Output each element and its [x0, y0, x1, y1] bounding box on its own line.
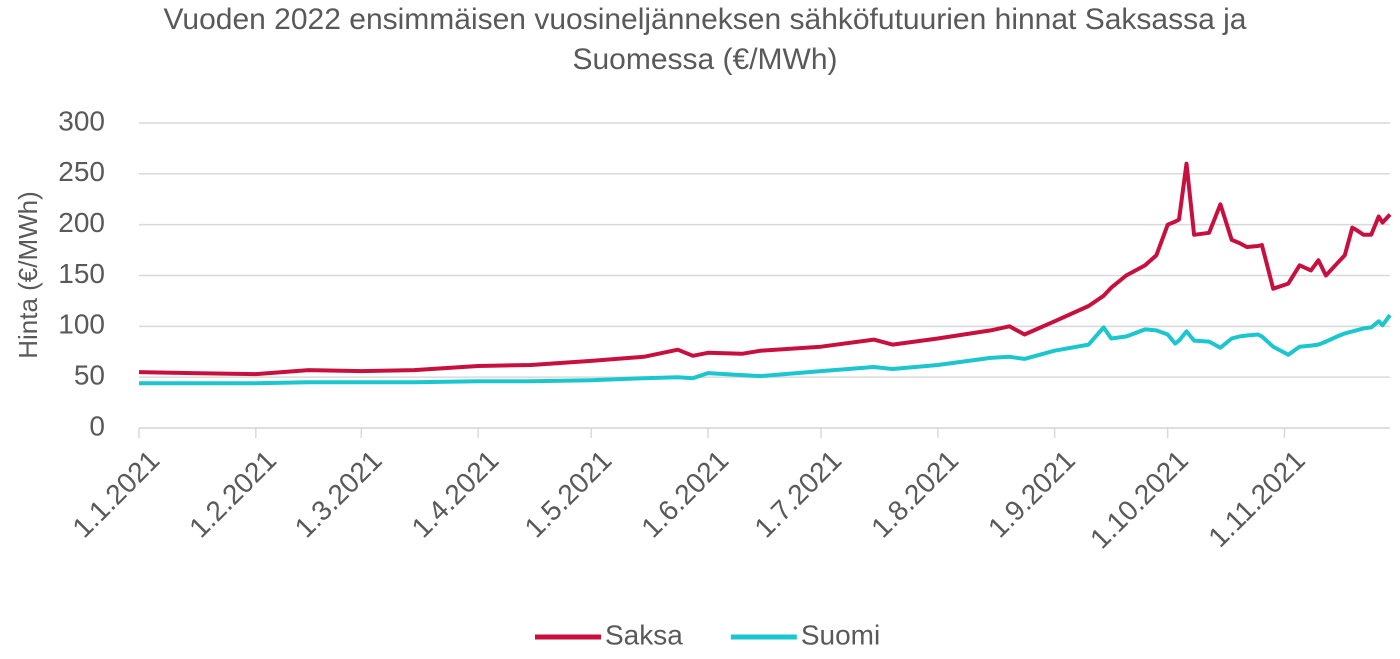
- y-tick-label: 150: [58, 258, 105, 289]
- y-tick-label: 100: [58, 309, 105, 340]
- x-tick-label: 1.7.2021: [748, 444, 847, 543]
- series-line: [138, 161, 1392, 377]
- x-tick-label: 1.3.2021: [289, 444, 388, 543]
- x-tick-label: 1.2.2021: [183, 444, 282, 543]
- y-tick-label: 0: [89, 410, 105, 441]
- y-tick-label: 200: [58, 207, 105, 238]
- chart-title: Vuoden 2022 ensimmäisen vuosineljännekse…: [163, 3, 1247, 76]
- x-tick-label: 1.6.2021: [635, 444, 734, 543]
- y-axis-label: Hinta (€/MWh): [13, 191, 43, 359]
- x-tick-label: 1.1.2021: [66, 444, 165, 543]
- x-tick-label: 1.9.2021: [982, 444, 1081, 543]
- series-line: [139, 313, 1392, 386]
- x-tick-label: 1.4.2021: [406, 444, 505, 543]
- y-tick-label: 300: [58, 105, 105, 136]
- y-tick-label: 250: [58, 156, 105, 187]
- legend-label: Saksa: [605, 619, 683, 650]
- x-tick-label: 1.11.2021: [1202, 444, 1311, 553]
- x-tick-label: 1.8.2021: [865, 444, 964, 543]
- y-tick-label: 50: [74, 360, 105, 391]
- x-tick-label: 1.10.2021: [1084, 444, 1194, 554]
- legend-label: Suomi: [801, 619, 880, 650]
- x-tick-label: 1.5.2021: [519, 444, 618, 543]
